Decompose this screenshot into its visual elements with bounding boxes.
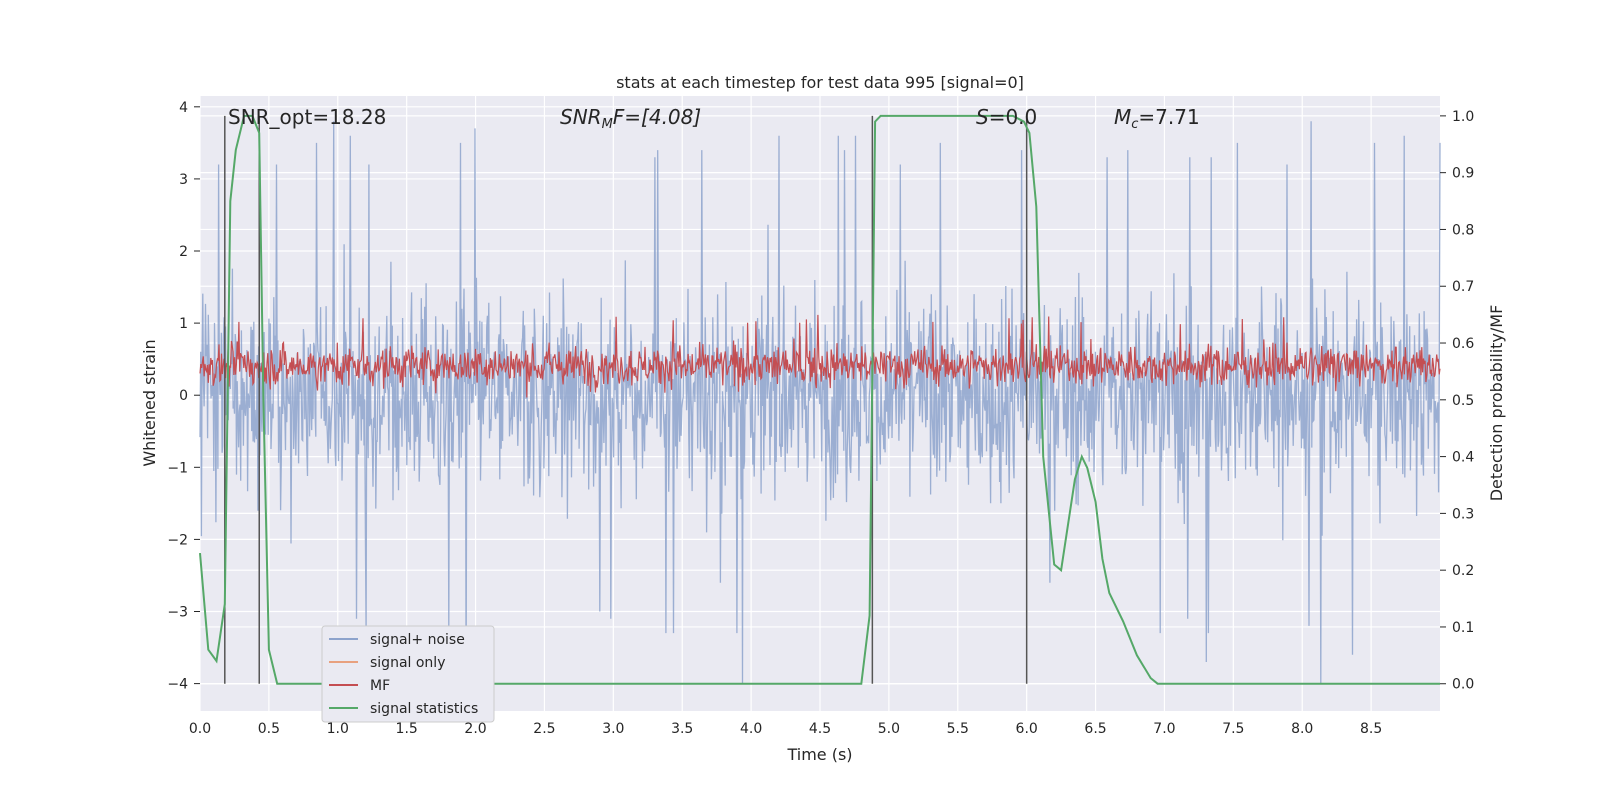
annotation-snr-mf-base: SNR (560, 105, 602, 129)
y2-axis-label: Detection probability/MF (1487, 305, 1506, 502)
y2-tick-label: 0.5 (1452, 393, 1474, 409)
y2-tick-label: 0.3 (1452, 506, 1474, 522)
x-tick-label: 2.5 (533, 721, 555, 737)
annotation-snr-mf-sub: M (602, 117, 613, 132)
y2-tick-label: 0.9 (1452, 166, 1474, 182)
x-tick-label: 4.0 (740, 721, 762, 737)
y-tick-label: 4 (179, 100, 188, 116)
legend-label-signal-plus-noise: signal+ noise (370, 632, 465, 648)
x-tick-label: 1.0 (327, 721, 349, 737)
y-tick-label: 2 (179, 244, 188, 260)
y-tick-label: −4 (167, 677, 188, 693)
x-tick-label: 1.5 (396, 721, 418, 737)
legend-label-signal-statistics: signal statistics (370, 701, 478, 717)
x-tick-label: 4.5 (809, 721, 831, 737)
annotation-snr-opt: SNR_opt=18.28 (228, 105, 386, 129)
y2-tick-label: 0.6 (1452, 336, 1474, 352)
chart-title: stats at each timestep for test data 995… (616, 73, 1024, 92)
y2-tick-label: 0.4 (1452, 450, 1474, 466)
annotation-snr-mf: SNRMF=[4.08] (560, 105, 701, 132)
y2-tick-label: 0.2 (1452, 563, 1474, 579)
annotation-snr-mf-rest: F=[4.08] (613, 105, 701, 129)
legend-label-signal-only: signal only (370, 655, 445, 671)
y2-tick-label: 1.0 (1452, 109, 1474, 125)
annotation-mc-base: M (1114, 105, 1131, 129)
mf-line (199, 314, 1441, 398)
annotation-s: S=0.0 (976, 105, 1037, 129)
y-tick-label: 1 (179, 316, 188, 332)
series-signal-statistics (199, 114, 1440, 685)
annotation-mc-sub: c (1131, 117, 1138, 132)
y-tick-label: 3 (179, 172, 188, 188)
annotation-mc-rest: =7.71 (1138, 105, 1199, 129)
x-tick-label: 8.5 (1360, 721, 1382, 737)
x-tick-label: 2.0 (464, 721, 486, 737)
x-tick-label: 3.0 (602, 721, 624, 737)
x-tick-label: 5.0 (878, 721, 900, 737)
x-tick-label: 6.0 (1016, 721, 1038, 737)
x-tick-label: 7.0 (1153, 721, 1175, 737)
legend-label-mf: MF (370, 678, 390, 694)
y-tick-label: −3 (167, 605, 188, 621)
x-tick-label: 5.5 (947, 721, 969, 737)
y-axis-label: Whitened strain (140, 339, 159, 466)
x-tick-label: 7.5 (1222, 721, 1244, 737)
signal-plus-noise-line (199, 121, 1441, 684)
legend-box (321, 625, 495, 723)
signal-statistics-line (199, 114, 1440, 685)
x-tick-label: 8.0 (1291, 721, 1313, 737)
y2-tick-label: 0.7 (1452, 279, 1474, 295)
y2-axis-ticks: 1.0 0.9 0.8 0.7 0.6 0.5 0.4 0.3 0.2 0.1 0.0 (1440, 109, 1474, 693)
annotation-s-italic: S (976, 105, 989, 129)
y2-tick-label: 0.1 (1452, 620, 1474, 636)
annotation-s-rest: =0.0 (989, 105, 1038, 129)
y-tick-label: 0 (179, 388, 188, 404)
y-axis-ticks: 4 3 2 1 0 −1 −2 −3 −4 (167, 100, 200, 693)
series-signal-plus-noise (199, 121, 1441, 684)
legend: signal+ noise signal only MF signal stat… (321, 625, 495, 723)
y2-tick-label: 0.8 (1452, 222, 1474, 238)
x-axis-ticks: 0.0 0.5 1.0 1.5 2.0 2.5 3.0 3.5 4.0 4.5 5.0 5.5 6.0 6… (189, 721, 1382, 737)
y-tick-label: −1 (167, 460, 188, 476)
x-tick-label: 3.5 (671, 721, 693, 737)
x-tick-label: 6.5 (1084, 721, 1106, 737)
annotation-mc: Mc=7.71 (1114, 105, 1200, 132)
x-tick-label: 0.0 (189, 721, 211, 737)
x-axis-label: Time (s) (786, 745, 852, 764)
series-mf (199, 314, 1441, 398)
y2-tick-label: 0.0 (1452, 677, 1474, 693)
y-tick-label: −2 (167, 532, 188, 548)
x-tick-label: 0.5 (258, 721, 280, 737)
